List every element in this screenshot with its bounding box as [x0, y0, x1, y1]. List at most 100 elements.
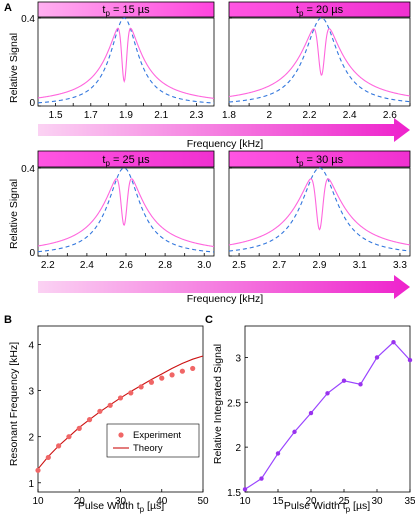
x-tick-label: 1.8	[222, 110, 236, 121]
x-tick-label: 30	[371, 496, 383, 507]
panel-c-xlabel: Pulse Width tp [µs]	[284, 500, 370, 514]
experiment-point	[128, 390, 134, 396]
panel-b-resonance-chart: 10 20 30 40 50 1 2 3 4 Experiment Theory	[28, 325, 209, 507]
x-tick-label: 20	[74, 496, 86, 507]
x-tick-label: 3.3	[393, 260, 407, 271]
x-tick-label: 2.4	[343, 110, 357, 121]
spectrum-subplot-3: tp = 25 µs 0 0.4 2.2 2.4 2.6 2.8 3.0	[21, 150, 215, 271]
subplot-header-bar	[37, 150, 215, 168]
experiment-point	[56, 443, 62, 449]
x-tick-label: 10	[32, 496, 44, 507]
experiment-point	[169, 372, 175, 378]
experiment-point	[159, 375, 165, 381]
subplot-frame	[228, 17, 411, 107]
x-tick-label: 1.5	[49, 110, 63, 121]
x-tick-label: 15	[272, 496, 284, 507]
panel-a-spectra: tp = 15 µs 0 0.4 1.5 1.7 1.9 2.1 2.3 tp = 20 µs 1…	[21, 1, 411, 271]
signal-point	[275, 451, 281, 456]
x-tick-label: 2	[266, 110, 272, 121]
subplot-header-label: tp = 25 µs	[102, 154, 150, 168]
y-tick-label: 2	[28, 433, 34, 444]
frequency-label-bottom: Frequency [kHz]	[187, 293, 264, 305]
y-tick-label: 0	[29, 248, 35, 259]
x-tick-label: 2.2	[302, 110, 316, 121]
frequency-label-top: Frequency [kHz]	[187, 138, 264, 150]
panel-c-letter: C	[205, 314, 213, 326]
experiment-point	[45, 454, 51, 461]
lorentzian-dashed-curve	[37, 167, 215, 253]
subplot-header-label: tp = 30 µs	[296, 154, 344, 168]
split-peak-curve	[228, 178, 411, 246]
subplot-header-bar	[37, 1, 215, 18]
y-tick-label: 1.5	[227, 488, 241, 499]
y-tick-label: 0	[29, 98, 35, 109]
signal-point	[242, 487, 248, 492]
experiment-point	[148, 379, 155, 385]
y-tick-label: 1	[28, 479, 34, 490]
experiment-point	[107, 402, 113, 408]
x-tick-label: 2.3	[189, 110, 203, 121]
spectrum-subplot-4: tp = 30 µs 2.5 2.7 2.9 3.1 3.3	[228, 150, 411, 271]
subplot-header-label: tp = 20 µs	[296, 4, 344, 18]
split-peak-curve	[228, 28, 411, 98]
spectrum-subplot-2: tp = 20 µs 1.8 2 2.2 2.4 2.6	[222, 1, 411, 121]
panel-a-ylabel-bottom: Relative Signal	[8, 179, 20, 249]
signal-point	[308, 410, 314, 416]
lorentzian-dashed-curve	[228, 167, 411, 252]
x-tick-label: 3.0	[197, 260, 211, 271]
signal-point	[374, 355, 380, 360]
x-tick-label: 20	[305, 496, 317, 507]
y-tick-label: 0.4	[21, 14, 35, 25]
y-tick-label: 3	[235, 353, 241, 364]
subplot-header-bar	[228, 1, 411, 18]
panel-c-frame	[244, 325, 411, 493]
x-tick-label: 2.7	[272, 260, 286, 271]
panel-a-letter: A	[4, 2, 12, 14]
x-tick-label: 2.9	[313, 260, 327, 271]
x-tick-label: 35	[404, 496, 415, 507]
x-tick-label: 50	[197, 496, 209, 507]
lorentzian-dashed-curve	[228, 17, 411, 103]
signal-point	[358, 382, 363, 387]
x-tick-label: 2.4	[80, 260, 94, 271]
x-tick-label: 1.9	[119, 110, 133, 121]
panel-b-frame	[37, 325, 204, 493]
y-tick-label: 2	[235, 443, 241, 454]
signal-point	[407, 357, 413, 363]
x-tick-label: 40	[156, 496, 168, 507]
split-peak-curve	[37, 27, 215, 99]
experiment-point	[35, 467, 41, 473]
signal-point	[391, 339, 396, 345]
legend-theory-label: Theory	[133, 443, 163, 454]
x-tick-label: 2.2	[41, 260, 55, 271]
panel-b-xlabel: Pulse Width tp [µs]	[78, 500, 164, 514]
panel-c-signal-chart: 10 15 20 25 30 35 1.5 2 2.5 3	[227, 325, 415, 507]
frequency-arrow-top	[38, 118, 410, 142]
y-tick-label: 4	[28, 340, 34, 351]
legend-box	[106, 423, 200, 458]
signal-point	[292, 429, 297, 435]
x-tick-label: 2.1	[154, 110, 168, 121]
x-tick-label: 25	[338, 496, 350, 507]
x-tick-label: 2.6	[383, 110, 397, 121]
experiment-point	[97, 408, 103, 414]
signal-point	[259, 476, 264, 481]
y-tick-label: 0.4	[21, 164, 35, 175]
panel-b-letter: B	[4, 314, 12, 326]
panel-b-ylabel: Resonant Frequency [kHz]	[8, 342, 20, 466]
subplot-header-label: tp = 15 µs	[102, 4, 150, 18]
spectrum-subplot-1: tp = 15 µs 0 0.4 1.5 1.7 1.9 2.1 2.3	[21, 1, 215, 121]
legend-experiment-marker	[118, 432, 124, 438]
split-peak-curve	[37, 178, 215, 248]
x-tick-label: 2.5	[232, 260, 246, 271]
lorentzian-dashed-curve	[37, 17, 215, 104]
x-tick-label: 3.1	[353, 260, 367, 271]
signal-point	[325, 391, 330, 396]
experiment-point	[86, 417, 93, 423]
signal-line	[244, 341, 411, 490]
x-tick-label: 2.8	[158, 260, 172, 271]
subplot-frame	[228, 167, 411, 257]
frequency-arrow-bottom	[38, 275, 410, 299]
subplot-header-bar	[228, 150, 411, 168]
